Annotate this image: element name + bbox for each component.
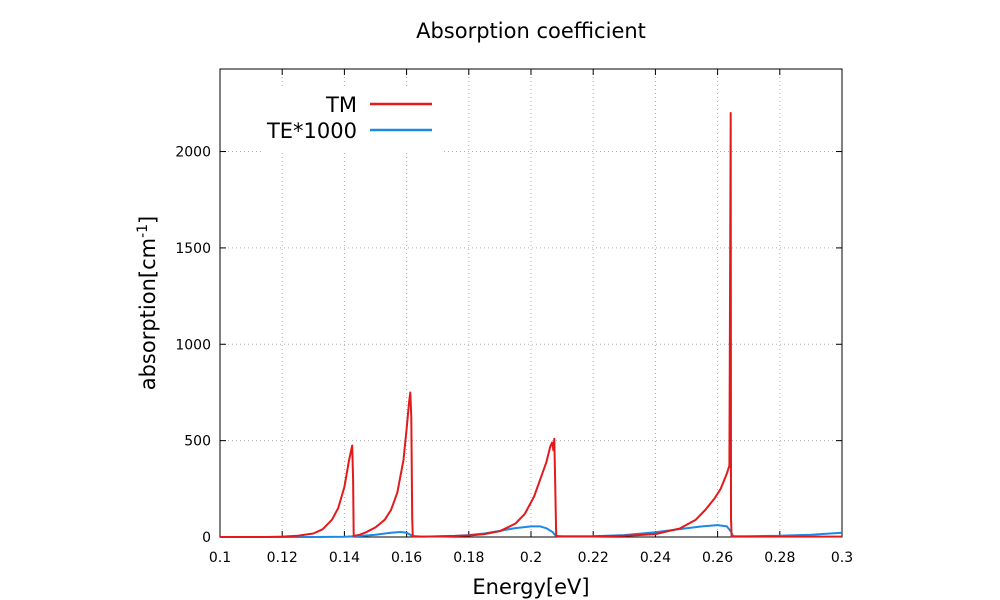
series-tm-line [220, 112, 842, 538]
x-tick-label: 0.3 [831, 550, 853, 566]
y-tick-label: 2000 [175, 145, 211, 161]
y-axis-label-tail: ] [136, 216, 160, 224]
y-axis-label-sup: -1 [135, 224, 151, 238]
legend: TM TE*1000 [266, 93, 432, 143]
x-tick-label: 0.22 [578, 550, 609, 566]
series-layer [220, 112, 843, 538]
x-tick-label: 0.24 [640, 550, 671, 566]
y-tick-label: 1000 [175, 337, 211, 353]
y-axis-label: absorption[cm-1] [135, 216, 160, 391]
x-tick-label: 0.18 [453, 550, 484, 566]
y-axis-label-base: absorption[cm [136, 238, 160, 390]
x-axis-ticks: 0.1 0.12 0.14 0.16 0.18 0.2 0.22 0.24 0.26 0.28 0.… [209, 69, 853, 566]
x-tick-label: 0.2 [520, 550, 542, 566]
x-axis-label: Energy[eV] [472, 575, 589, 599]
x-tick-label: 0.26 [702, 550, 733, 566]
x-tick-label: 0.14 [329, 550, 360, 566]
x-tick-label: 0.28 [764, 550, 795, 566]
x-tick-label: 0.1 [209, 550, 231, 566]
series-te-line [220, 524, 843, 538]
y-axis-ticks: 0 500 1000 1500 2000 [175, 145, 842, 546]
y-tick-label: 0 [202, 530, 211, 546]
legend-background [262, 88, 442, 152]
y-tick-label: 500 [184, 434, 211, 450]
chart-title: Absorption coefficient [416, 19, 646, 43]
y-tick-label: 1500 [175, 241, 211, 257]
legend-label-te: TE*1000 [266, 119, 357, 143]
x-tick-label: 0.12 [267, 550, 298, 566]
x-tick-label: 0.16 [391, 550, 422, 566]
legend-label-tm: TM [325, 93, 357, 117]
